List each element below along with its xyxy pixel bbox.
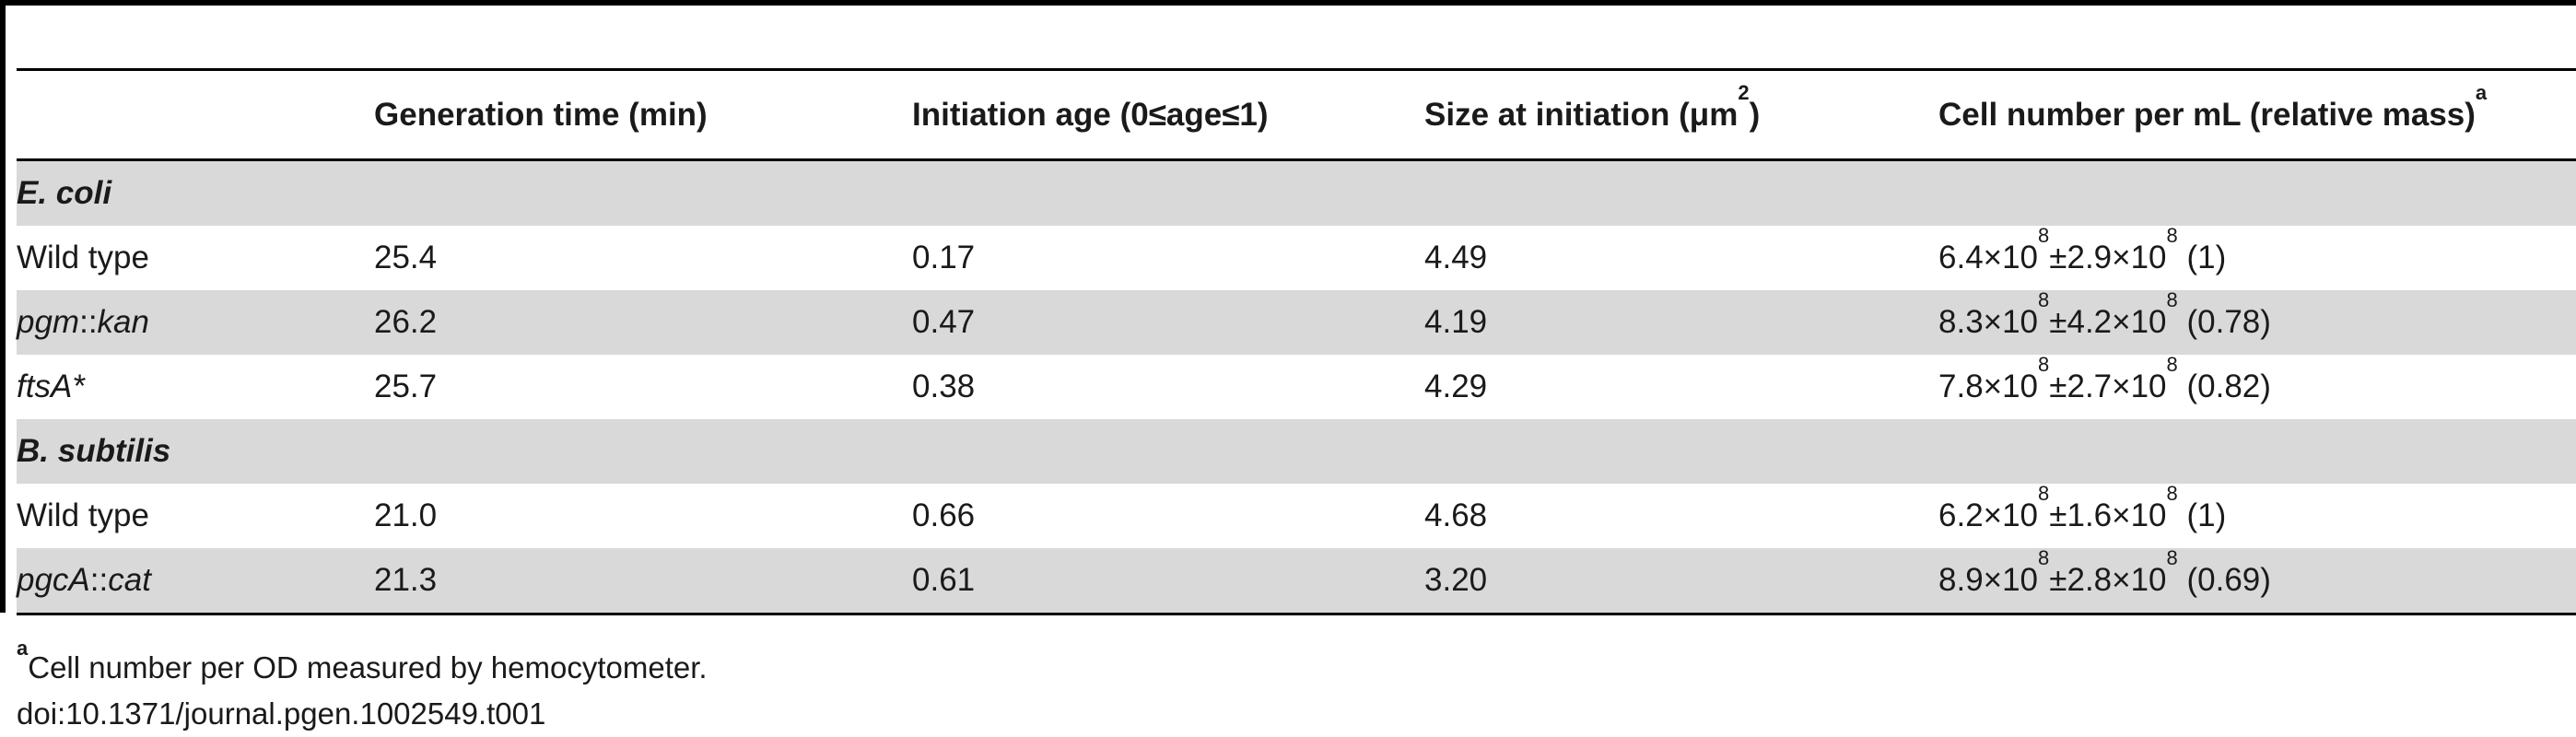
generation-time-cell: 25.7	[374, 368, 438, 404]
table-row: Wild type 25.4 0.17 4.49 6.4×108±2.9×108…	[17, 226, 2576, 290]
strain-cell: Wild type	[17, 240, 149, 275]
left-border	[0, 0, 6, 613]
strain-cell: Wild type	[17, 497, 149, 533]
size-cell: 3.20	[1424, 548, 1938, 615]
header-strain	[17, 68, 374, 161]
strain-cell: ftsA*	[17, 368, 85, 404]
size-cell: 4.68	[1424, 497, 1488, 533]
table-row: pgcA::cat 21.3 0.61 3.20 8.9×108±2.8×108…	[17, 548, 2576, 615]
table-row: pgm::kan 26.2 0.47 4.19 8.3×108±4.2×108 …	[17, 290, 2576, 355]
data-table: Generation time (min) Initiation age (0≤…	[17, 68, 2576, 615]
doi-text: doi:10.1371/journal.pgen.1002549.t001	[17, 696, 546, 731]
header-size-at-initiation: Size at initiation (μm2)	[1424, 68, 1938, 161]
strain-cell: pgm::kan	[17, 290, 374, 355]
header-generation-time: Generation time (min)	[374, 68, 912, 161]
table-footnote: aCell number per OD measured by hemocyto…	[17, 638, 708, 685]
footnote-marker: a	[17, 637, 29, 660]
table-row: Wild type 21.0 0.66 4.68 6.2×108±1.6×108…	[17, 484, 2576, 548]
size-cell: 4.49	[1424, 240, 1488, 275]
cell-number-cell: 7.8×108±2.7×108 (0.82)	[1938, 353, 2271, 405]
cell-number-cell: 6.2×108±1.6×108 (1)	[1938, 482, 2227, 534]
initiation-age-cell: 0.61	[912, 548, 1424, 615]
table-row: ftsA* 25.7 0.38 4.29 7.8×108±2.7×108 (0.…	[17, 355, 2576, 419]
cell-number-cell: 6.4×108±2.9×108 (1)	[1938, 224, 2227, 276]
top-rule	[0, 0, 2576, 6]
size-cell: 4.19	[1424, 290, 1938, 355]
table-container: Generation time (min) Initiation age (0≤…	[17, 68, 2576, 615]
size-cell: 4.29	[1424, 368, 1488, 404]
group-label: E. coli	[17, 159, 2576, 226]
generation-time-cell: 21.0	[374, 497, 438, 533]
cell-number-cell: 8.9×108±2.8×108 (0.69)	[1938, 548, 2576, 615]
cell-number-cell: 8.3×108±4.2×108 (0.78)	[1938, 290, 2576, 355]
group-row-bsubtilis: B. subtilis	[17, 419, 2576, 484]
strain-cell: pgcA::cat	[17, 548, 374, 615]
header-initiation-age: Initiation age (0≤age≤1)	[912, 68, 1424, 161]
initiation-age-cell: 0.47	[912, 290, 1424, 355]
header-row: Generation time (min) Initiation age (0≤…	[17, 68, 2576, 161]
header-cell-number: Cell number per mL (relative mass)a	[1938, 68, 2576, 161]
group-row-ecoli: E. coli	[17, 159, 2576, 226]
footnote-text: Cell number per OD measured by hemocytom…	[28, 650, 708, 684]
generation-time-cell: 21.3	[374, 548, 912, 615]
initiation-age-cell: 0.66	[912, 497, 976, 533]
generation-time-cell: 26.2	[374, 290, 912, 355]
group-label: B. subtilis	[17, 419, 2576, 484]
initiation-age-cell: 0.38	[912, 368, 976, 404]
generation-time-cell: 25.4	[374, 240, 438, 275]
initiation-age-cell: 0.17	[912, 240, 976, 275]
